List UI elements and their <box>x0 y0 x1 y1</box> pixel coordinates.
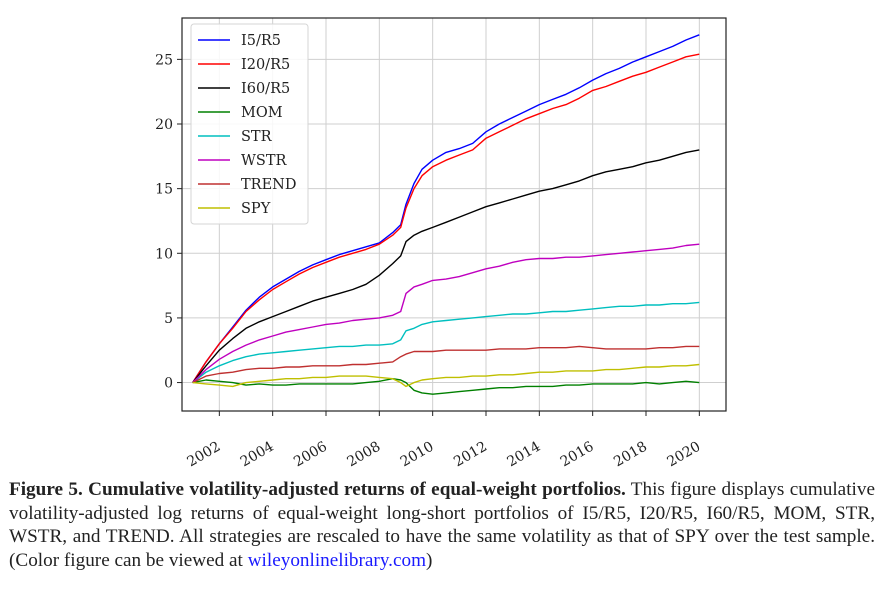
x-tick-label: 2016 <box>558 439 597 470</box>
series-line-mom <box>192 378 700 395</box>
caption-link[interactable]: wileyonlinelibrary.com <box>247 549 427 571</box>
plot-frame <box>181 17 727 412</box>
y-axis: 0 5 10 15 20 25 <box>155 52 182 392</box>
y-tick-label: 0 <box>164 376 173 392</box>
legend-label: MOM <box>241 105 283 121</box>
y-tick-label: 5 <box>164 311 173 327</box>
caption-text: This figure displays cumulative volatili… <box>9 479 875 571</box>
series-lines <box>192 34 700 395</box>
legend-label: WSTR <box>241 153 288 169</box>
series-line-i5-r5 <box>192 34 700 383</box>
y-tick-label: 20 <box>155 117 173 133</box>
legend: I5/R5 I20/R5 I60/R5 MOM STR WSTR TREND SPY <box>190 23 309 225</box>
caption-label: Figure 5. Cumulative volatility-adjusted… <box>9 479 626 500</box>
x-tick-label: 2004 <box>238 439 277 470</box>
series-line-i20-r5 <box>192 53 700 383</box>
x-tick-label: 2018 <box>611 439 650 470</box>
series-line-trend <box>192 345 700 384</box>
figure-caption: Figure 5. Cumulative volatility-adjusted… <box>9 478 875 572</box>
legend-label: I20/R5 <box>241 57 290 73</box>
x-tick-label: 2002 <box>184 439 223 470</box>
legend-label: SPY <box>241 201 271 217</box>
series-line-wstr <box>192 243 700 384</box>
legend-box <box>190 23 309 225</box>
x-tick-label: 2010 <box>398 439 437 470</box>
series-line-spy <box>192 363 700 388</box>
legend-label: TREND <box>241 177 297 193</box>
legend-label: STR <box>241 129 273 145</box>
x-axis: 2002 2004 2006 2008 2010 2012 2014 2016 2018 2020 <box>184 411 703 470</box>
x-tick-label: 2014 <box>504 439 543 470</box>
y-tick-label: 25 <box>155 52 173 68</box>
legend-label: I5/R5 <box>241 33 281 49</box>
legend-label: I60/R5 <box>241 81 290 97</box>
y-tick-label: 10 <box>155 246 173 262</box>
caption-tail: ) <box>426 549 433 571</box>
x-tick-label: 2012 <box>451 439 490 470</box>
x-tick-label: 2008 <box>344 439 383 470</box>
series-line-i60-r5 <box>192 149 700 384</box>
x-tick-label: 2006 <box>291 439 330 470</box>
y-tick-label: 15 <box>155 182 173 198</box>
x-tick-label: 2020 <box>664 439 703 470</box>
series-line-str <box>192 301 700 384</box>
